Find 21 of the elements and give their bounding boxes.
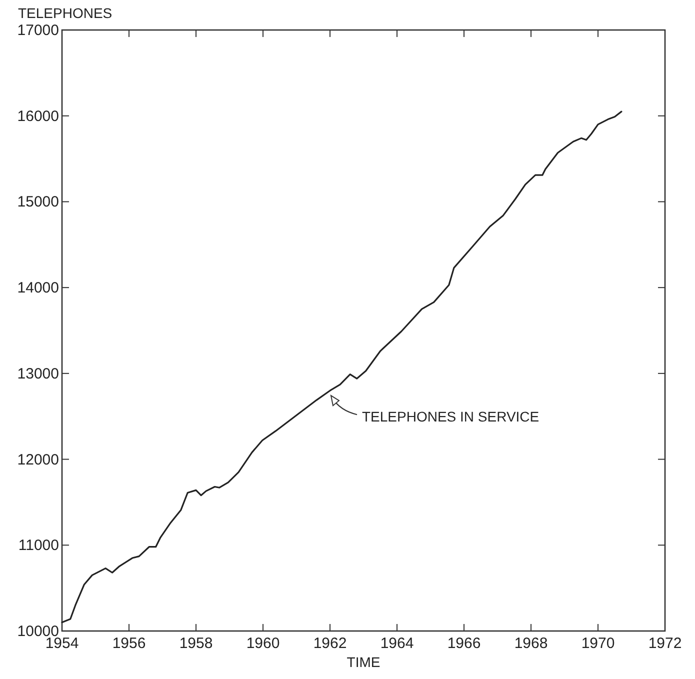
x-tick-label: 1966: [447, 635, 481, 652]
annotation: TELEPHONES IN SERVICE: [362, 408, 540, 425]
x-axis-title: TIME: [346, 654, 380, 670]
y-axis-title: TELEPHONES: [18, 5, 112, 21]
x-tick-label: 1964: [380, 635, 414, 652]
x-tick-label: 1968: [514, 635, 548, 652]
x-tick-label: 1972: [648, 635, 682, 652]
x-tick-label: 1960: [246, 635, 280, 652]
y-tick-label: 12000: [17, 451, 59, 468]
line-series: [61, 110, 622, 624]
x-tick-label: 1954: [45, 635, 79, 652]
y-tick-label: 11000: [18, 537, 59, 554]
x-tick-label: 1962: [313, 635, 347, 652]
x-tick-label: 1956: [112, 635, 146, 652]
y-tick-label: 14000: [17, 280, 59, 297]
y-tick-label: 15000: [17, 194, 59, 211]
y-tick-label: 16000: [17, 108, 59, 125]
y-tick-label: 17000: [17, 22, 59, 39]
y-tick-label: 13000: [17, 365, 59, 382]
x-tick-label: 1970: [581, 635, 615, 652]
x-tick-label: 1958: [179, 635, 213, 652]
